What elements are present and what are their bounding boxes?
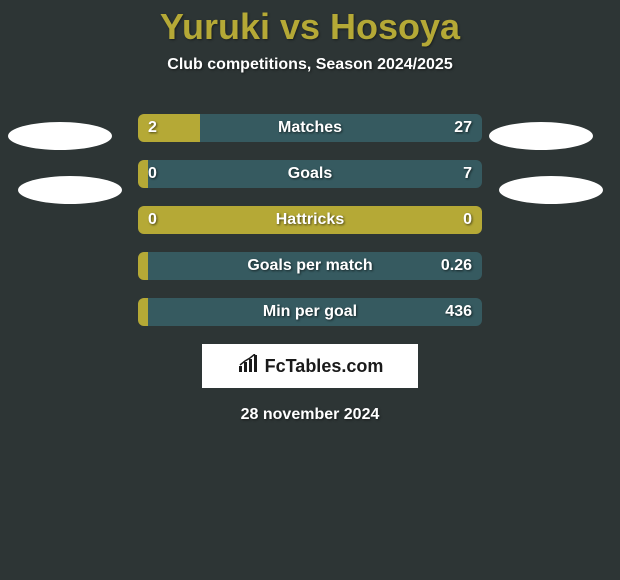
stat-label: Hattricks: [70, 206, 550, 234]
page-subtitle: Club competitions, Season 2024/2025: [0, 56, 620, 74]
footer-date: 28 november 2024: [0, 406, 620, 424]
stat-row: 436Min per goal: [70, 298, 550, 326]
stat-label: Matches: [70, 114, 550, 142]
stat-row: 0.26Goals per match: [70, 252, 550, 280]
page-title: Yuruki vs Hosoya: [0, 0, 620, 48]
logo-text: FcTables.com: [265, 356, 384, 377]
stat-row: 00Hattricks: [70, 206, 550, 234]
logo-chart-icon: [237, 354, 261, 379]
stats-rows: 227Matches 07Goals 00Hattricks 0.26Goals pe…: [70, 114, 550, 326]
stat-label: Min per goal: [70, 298, 550, 326]
stat-label: Goals per match: [70, 252, 550, 280]
stat-row: 227Matches: [70, 114, 550, 142]
logo-box: FcTables.com: [202, 344, 418, 388]
stat-row: 07Goals: [70, 160, 550, 188]
stat-label: Goals: [70, 160, 550, 188]
